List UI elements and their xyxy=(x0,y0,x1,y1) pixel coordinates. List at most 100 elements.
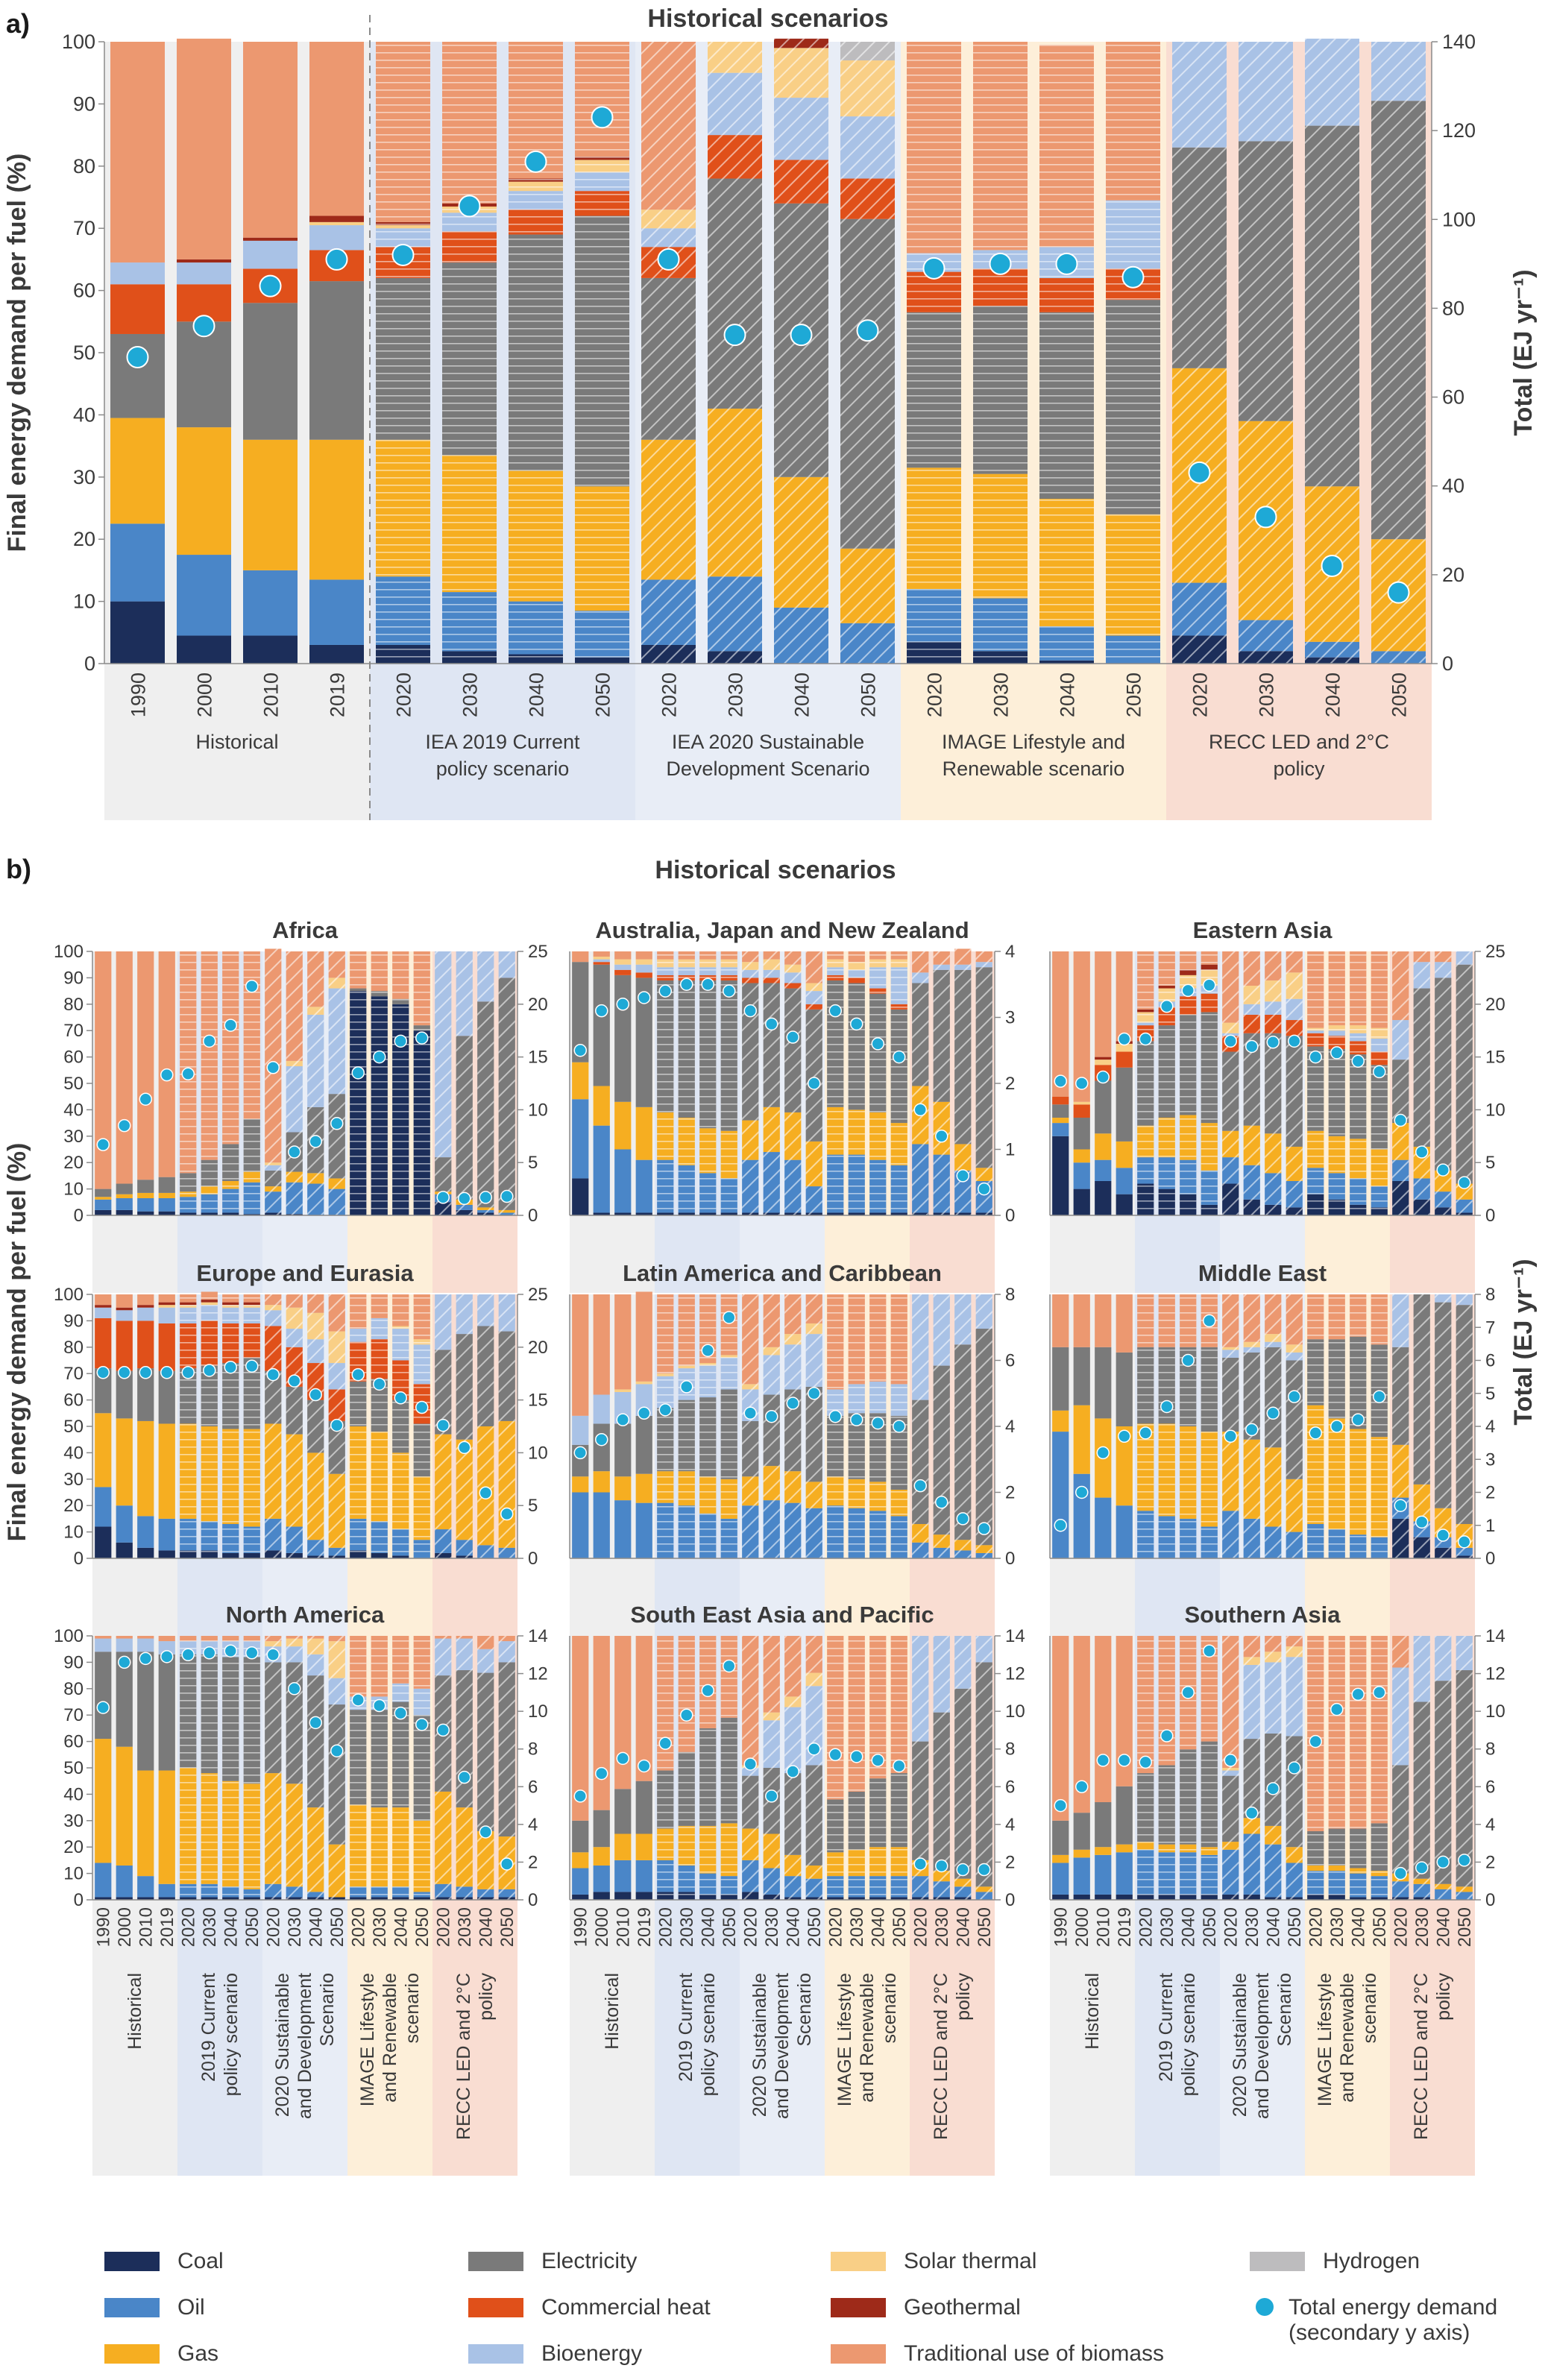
bar-segment-historical-scenarios-a-coal-3 xyxy=(309,644,364,664)
bar-texture-historical-scenarios-a-bioenergy-15 xyxy=(1106,200,1160,269)
bar-texture-africa-b00-electricity-7 xyxy=(243,1118,260,1172)
panel-title-north-america-b20: North America xyxy=(226,1602,385,1628)
bars-layer xyxy=(95,38,1473,1900)
x-tick-label-southern-asia-b22-18: 2040 xyxy=(1433,1907,1453,1947)
x-tick-label-historical-scenarios-a-6: 2040 xyxy=(526,673,548,717)
bar-texture-north-america-b20-traditional-use-of-biomass-14 xyxy=(392,1636,409,1684)
bar-texture-latin-america-and-caribbean-b11-gas-4 xyxy=(657,1471,674,1503)
total-demand-dot-southern-asia-b22-4 xyxy=(1139,1755,1152,1769)
total-demand-dot-southern-asia-b22-10 xyxy=(1266,1782,1280,1795)
bar-texture-southern-asia-b22-electricity-7 xyxy=(1201,1741,1218,1848)
bar-segment-australia-japan-and-new-zealand-b01-commercial-heat-2 xyxy=(614,969,632,975)
bar-texture-southern-asia-b22-gas-7 xyxy=(1201,1847,1218,1855)
bar-texture-latin-america-and-caribbean-b11-traditional-use-of-biomass-10 xyxy=(784,1294,802,1335)
bar-texture-south-east-asia-and-pacific-b21-coal-14 xyxy=(869,1897,887,1900)
bar-texture-europe-and-eurasia-b10-bioenergy-7 xyxy=(243,1307,260,1323)
total-demand-dot-south-east-asia-and-pacific-b21-19 xyxy=(978,1863,991,1877)
bar-texture-eastern-asia-b02-electricity-19 xyxy=(1456,964,1473,1184)
bar-texture-africa-b00-electricity-14 xyxy=(392,998,409,1004)
y-tick-label-africa-b00-1: 10 xyxy=(63,1180,84,1200)
bar-texture-africa-b00-traditional-use-of-biomass-11 xyxy=(328,951,345,978)
panel-a-heading: Historical scenarios xyxy=(647,4,888,33)
bar-segment-south-east-asia-and-pacific-b21-electricity-2 xyxy=(614,1789,632,1834)
bar-segment-australia-japan-and-new-zealand-b01-solar-thermal-3 xyxy=(635,959,652,965)
bar-texture-australia-japan-and-new-zealand-b01-bioenergy-13 xyxy=(848,969,865,978)
total-demand-dot-south-east-asia-and-pacific-b21-14 xyxy=(871,1754,884,1767)
bar-texture-south-east-asia-and-pacific-b21-oil-16 xyxy=(912,1876,929,1898)
bar-texture-africa-b00-bioenergy-18 xyxy=(477,951,494,1002)
bar-texture-southern-asia-b22-traditional-use-of-biomass-15 xyxy=(1371,1636,1388,1824)
bar-segment-europe-and-eurasia-b10-gas-1 xyxy=(116,1418,133,1506)
y2-tick-label-australia-japan-and-new-zealand-b01-0: 0 xyxy=(1005,1206,1015,1226)
bar-texture-southern-asia-b22-gas-18 xyxy=(1435,1883,1452,1889)
bar-texture-latin-america-and-caribbean-b11-bioenergy-13 xyxy=(848,1384,865,1414)
total-demand-dot-europe-and-eurasia-b10-8 xyxy=(266,1367,280,1382)
bar-segment-north-america-b20-coal-1 xyxy=(116,1897,133,1900)
bar-texture-historical-scenarios-a-electricity-18 xyxy=(1305,125,1359,487)
bar-segment-southern-asia-b22-traditional-use-of-biomass-2 xyxy=(1095,1636,1112,1803)
x-tick-label-southern-asia-b22-3: 2019 xyxy=(1115,1907,1135,1947)
y-tick-label-north-america-b20-1: 10 xyxy=(63,1864,84,1884)
x-tick-label-north-america-b20-13: 2030 xyxy=(370,1907,390,1947)
bar-texture-latin-america-and-caribbean-b11-electricity-8 xyxy=(742,1420,759,1477)
bar-texture-latin-america-and-caribbean-b11-solar-thermal-7 xyxy=(720,1355,737,1358)
panel-a-group-label-3-0: IMAGE Lifestyle and xyxy=(942,731,1125,753)
total-demand-dot-north-america-b20-11 xyxy=(330,1744,344,1757)
bar-texture-historical-scenarios-a-commercial-heat-14 xyxy=(1039,277,1094,312)
bar-texture-north-america-b20-bioenergy-17 xyxy=(456,1638,473,1671)
bar-texture-latin-america-and-caribbean-b11-traditional-use-of-biomass-4 xyxy=(657,1294,674,1374)
bar-texture-middle-east-b12-bioenergy-8 xyxy=(1222,1350,1239,1358)
bar-texture-australia-japan-and-new-zealand-b01-traditional-use-of-biomass-14 xyxy=(869,951,887,960)
y2-tick-label-southern-asia-b22-5: 10 xyxy=(1485,1701,1505,1722)
bar-texture-latin-america-and-caribbean-b11-electricity-9 xyxy=(763,1394,780,1467)
bar-texture-historical-scenarios-a-electricity-6 xyxy=(509,234,563,471)
bar-texture-eastern-asia-b02-commercial-heat-12 xyxy=(1307,1033,1324,1047)
panel-a-group-label-0-0: Historical xyxy=(195,731,278,753)
x-tick-label-southern-asia-b22-17: 2030 xyxy=(1412,1907,1432,1947)
bar-segment-north-america-b20-traditional-use-of-biomass-1 xyxy=(116,1636,133,1639)
bar-texture-north-america-b20-traditional-use-of-biomass-8 xyxy=(265,1636,282,1642)
panel-title-middle-east-b12: Middle East xyxy=(1198,1260,1327,1286)
bar-segment-europe-and-eurasia-b10-geothermal-0 xyxy=(95,1305,112,1308)
bar-texture-australia-japan-and-new-zealand-b01-traditional-use-of-biomass-4 xyxy=(657,951,674,960)
x-tick-label-southern-asia-b22-4: 2020 xyxy=(1136,1907,1156,1947)
bar-texture-europe-and-eurasia-b10-commercial-heat-6 xyxy=(222,1323,239,1364)
bar-texture-south-east-asia-and-pacific-b21-gas-13 xyxy=(848,1849,865,1877)
bar-texture-historical-scenarios-a-commercial-heat-6 xyxy=(509,210,563,235)
bar-texture-europe-and-eurasia-b10-gas-14 xyxy=(392,1452,409,1530)
bar-texture-australia-japan-and-new-zealand-b01-coal-13 xyxy=(848,1212,865,1215)
panel-b-heading: Historical scenarios xyxy=(655,856,896,884)
bar-texture-southern-asia-b22-electricity-16 xyxy=(1392,1765,1409,1874)
bar-segment-africa-b00-oil-3 xyxy=(158,1197,175,1212)
panel-a-ylabel: Final energy demand per fuel (%) xyxy=(3,154,31,552)
y2-tick-label-south-east-asia-and-pacific-b21-1: 2 xyxy=(1005,1852,1015,1872)
x-tick-label-north-america-b20-4: 2020 xyxy=(178,1907,198,1947)
bar-texture-eastern-asia-b02-coal-6 xyxy=(1180,1194,1197,1215)
total-demand-dot-europe-and-eurasia-b10-18 xyxy=(479,1486,492,1499)
total-demand-dot-historical-scenarios-a-11 xyxy=(856,319,879,342)
bar-segment-north-america-b20-oil-3 xyxy=(158,1883,175,1898)
bar-texture-middle-east-b12-gas-18 xyxy=(1435,1508,1452,1537)
y2-tick-label-middle-east-b12-6: 6 xyxy=(1485,1351,1495,1371)
bar-texture-eastern-asia-b02-electricity-8 xyxy=(1222,1051,1239,1131)
bar-texture-historical-scenarios-a-oil-5 xyxy=(442,592,497,652)
bar-texture-eastern-asia-b02-commercial-heat-15 xyxy=(1371,1051,1388,1065)
y2-tick-label-eastern-asia-b02-5: 25 xyxy=(1485,942,1505,962)
bar-texture-europe-and-eurasia-b10-oil-10 xyxy=(307,1540,324,1556)
bar-segment-europe-and-eurasia-b10-traditional-use-of-biomass-0 xyxy=(95,1294,112,1306)
bar-texture-eastern-asia-b02-bioenergy-19 xyxy=(1456,951,1473,965)
bar-texture-north-america-b20-coal-9 xyxy=(286,1897,303,1900)
bar-texture-south-east-asia-and-pacific-b21-oil-6 xyxy=(699,1873,717,1895)
bar-texture-europe-and-eurasia-b10-electricity-10 xyxy=(307,1400,324,1453)
bar-texture-south-east-asia-and-pacific-b21-gas-12 xyxy=(827,1852,844,1877)
total-demand-dot-historical-scenarios-a-4 xyxy=(391,243,415,266)
bar-texture-eastern-asia-b02-electricity-18 xyxy=(1435,978,1452,1171)
bar-texture-australia-japan-and-new-zealand-b01-commercial-heat-11 xyxy=(805,1004,822,1010)
bar-texture-southern-asia-b22-traditional-use-of-biomass-14 xyxy=(1350,1636,1367,1829)
bar-segment-southern-asia-b22-coal-3 xyxy=(1116,1894,1133,1900)
bar-texture-eastern-asia-b02-oil-7 xyxy=(1201,1170,1218,1205)
bar-texture-africa-b00-oil-10 xyxy=(307,1183,324,1215)
bar-texture-southern-asia-b22-traditional-use-of-biomass-16 xyxy=(1392,1636,1409,1668)
total-demand-dot-middle-east-b12-14 xyxy=(1351,1413,1365,1426)
bar-texture-australia-japan-and-new-zealand-b01-gas-15 xyxy=(890,1123,907,1165)
